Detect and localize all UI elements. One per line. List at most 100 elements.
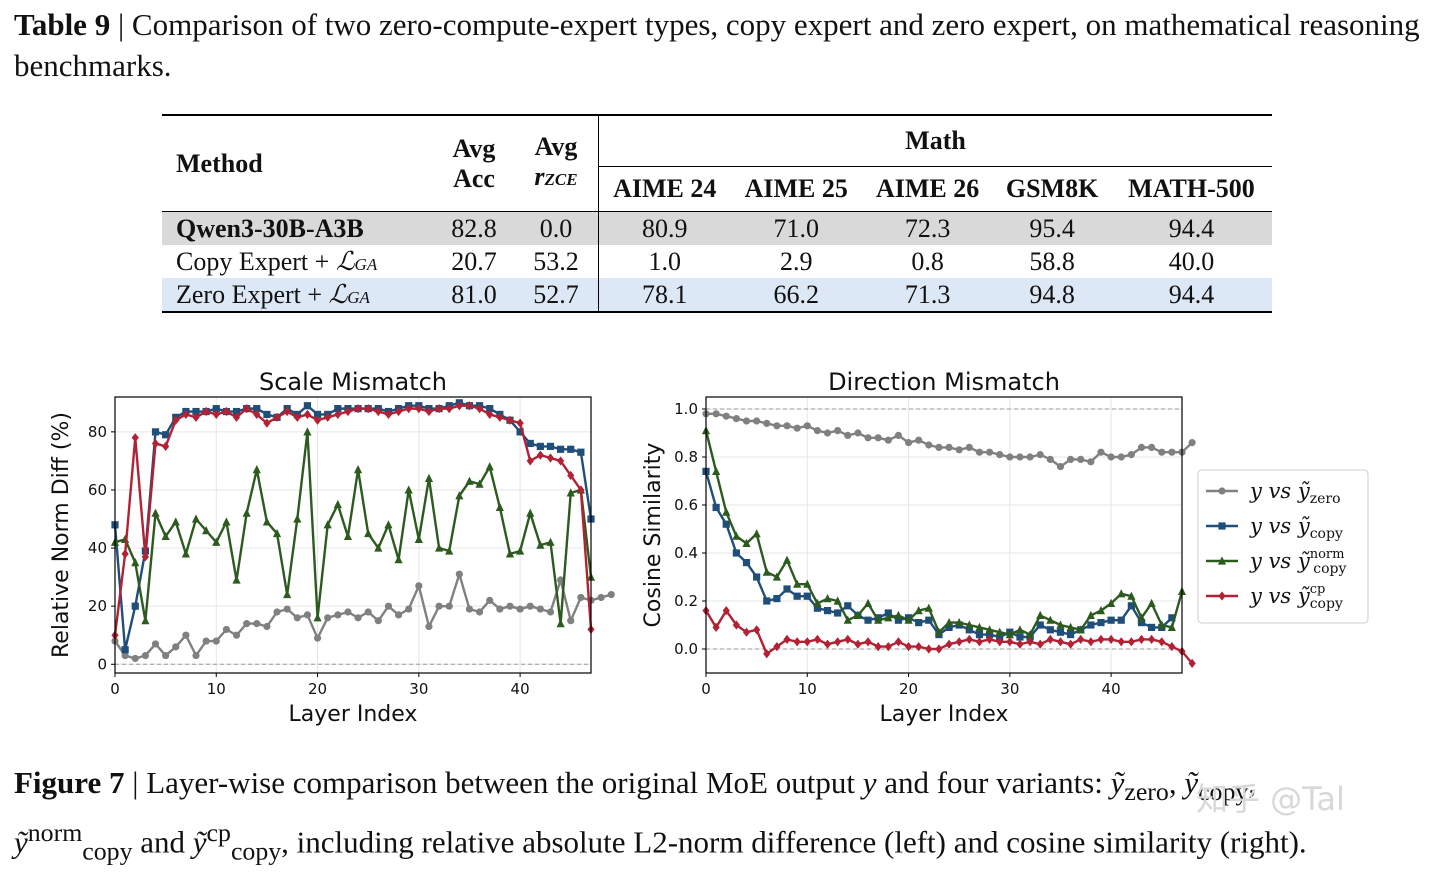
- data-point: [243, 620, 251, 628]
- figure-7: 0 10 20 30 40 0 20 40 60 80 Scale Mismatch Layer In…: [49, 368, 1369, 727]
- row-cell: 1.0: [648, 246, 682, 276]
- data-point: [324, 412, 332, 422]
- data-point: [232, 575, 241, 584]
- data-point: [151, 438, 160, 449]
- data-point: [1097, 448, 1105, 456]
- legend-entry: y vs ỹcp copy: [1206, 582, 1343, 612]
- legend-label-sub: copy: [1310, 526, 1343, 542]
- data-point: [1036, 610, 1045, 619]
- series-zero: [702, 410, 1196, 471]
- data-point: [313, 410, 322, 419]
- data-point: [874, 642, 882, 652]
- data-point: [364, 608, 372, 616]
- data-point: [742, 559, 751, 567]
- data-point: [955, 618, 964, 627]
- data-point: [516, 418, 524, 428]
- data-point: [384, 602, 393, 610]
- data-point: [121, 549, 129, 559]
- data-point: [712, 503, 720, 511]
- data-point: [834, 427, 842, 435]
- row-cell: 40.0: [1168, 246, 1215, 276]
- data-point: [252, 465, 261, 474]
- data-point: [546, 608, 555, 616]
- data-point: [536, 605, 544, 613]
- row-avg-r: 53.2: [514, 245, 599, 278]
- data-point: [753, 573, 761, 581]
- data-point: [182, 409, 190, 420]
- data-point: [1107, 616, 1115, 624]
- data-point: [1087, 458, 1095, 466]
- data-point: [465, 401, 474, 411]
- data-point: [536, 540, 545, 549]
- row-avg-acc: 82.8: [434, 211, 514, 245]
- series-cp: [111, 401, 595, 640]
- data-point: [844, 634, 852, 644]
- chart-title: Scale Mismatch: [259, 368, 447, 396]
- watermark: 知乎 @Tal: [1196, 780, 1345, 818]
- results-table: Method Avg Acc Avg rZCE Math AIME 24 AIME …: [162, 114, 1272, 313]
- data-point: [121, 646, 129, 654]
- data-point: [556, 619, 565, 628]
- data-point: [526, 508, 535, 517]
- series-line: [114, 431, 593, 624]
- data-point: [536, 442, 544, 450]
- data-point: [965, 620, 974, 629]
- data-point: [844, 431, 852, 439]
- header-math-group: Math: [905, 126, 966, 155]
- table-row: Copy Expert + ℒGA 20.7 53.2 1.0 2.9 0.8 …: [162, 245, 1272, 278]
- data-point: [546, 453, 555, 463]
- data-point: [505, 549, 515, 558]
- data-point: [975, 631, 984, 639]
- data-point: [945, 443, 953, 451]
- data-point: [975, 448, 984, 456]
- header-aime25: AIME 25: [730, 166, 862, 212]
- header-math500: MATH-500: [1110, 166, 1272, 212]
- data-point: [303, 402, 312, 410]
- data-point: [1006, 637, 1014, 647]
- data-point: [753, 625, 761, 635]
- series-norm: [701, 426, 1187, 639]
- data-point: [935, 443, 943, 451]
- data-point: [354, 614, 362, 622]
- data-point: [1036, 621, 1044, 629]
- data-point: [516, 605, 524, 613]
- figure-caption-var: ỹ: [1110, 765, 1125, 800]
- data-point: [486, 596, 494, 604]
- data-point: [415, 582, 423, 590]
- data-point: [854, 429, 862, 437]
- data-point: [763, 649, 771, 659]
- data-point: [1087, 621, 1095, 629]
- data-point: [773, 422, 781, 430]
- data-point: [823, 639, 832, 649]
- data-point: [435, 404, 443, 414]
- data-point: [965, 626, 973, 634]
- series-zero: [111, 570, 615, 663]
- data-point: [833, 596, 842, 605]
- data-point: [985, 448, 994, 456]
- legend-label-sub: zero: [1310, 491, 1341, 507]
- data-point: [783, 422, 791, 430]
- data-point: [546, 537, 555, 546]
- data-point: [823, 607, 832, 615]
- data-point: [171, 517, 180, 526]
- legend-label-base: y vs ỹ: [1249, 549, 1311, 573]
- data-point: [434, 543, 444, 552]
- header-aime24: AIME 24: [598, 166, 731, 212]
- data-point: [834, 609, 842, 617]
- data-point: [1066, 622, 1075, 631]
- data-point: [303, 427, 312, 436]
- data-point: [1127, 591, 1136, 600]
- data-point: [1188, 439, 1196, 447]
- data-point: [924, 603, 933, 612]
- row-cell: 78.1: [598, 278, 731, 312]
- data-point: [486, 405, 494, 413]
- data-point: [803, 592, 811, 600]
- data-point: [506, 415, 514, 425]
- row-cell: 71.3: [861, 278, 994, 312]
- data-point: [303, 611, 312, 619]
- chart-title: Direction Mismatch: [828, 368, 1060, 396]
- data-point: [1026, 453, 1034, 461]
- data-point: [1006, 453, 1014, 461]
- data-point: [944, 618, 954, 627]
- series-line: [114, 570, 612, 660]
